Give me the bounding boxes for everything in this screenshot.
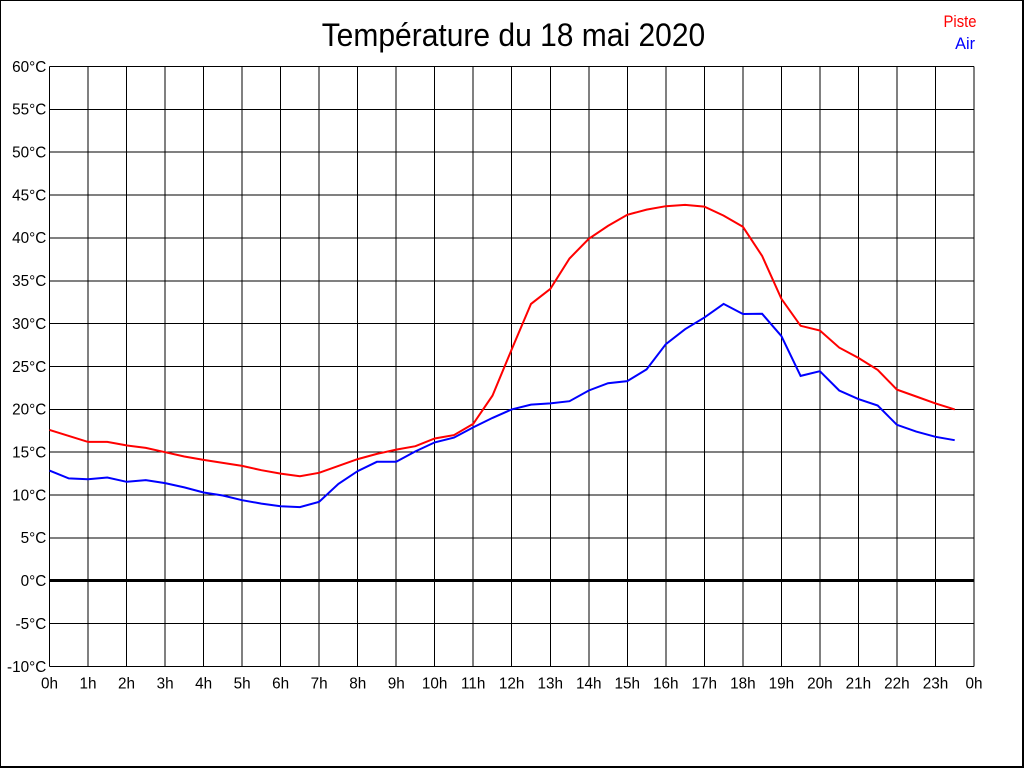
svg-text:15h: 15h <box>615 676 641 693</box>
svg-text:-5°C: -5°C <box>16 616 47 633</box>
svg-text:23h: 23h <box>923 676 949 693</box>
svg-text:0h: 0h <box>965 676 982 693</box>
svg-text:6h: 6h <box>272 676 289 693</box>
svg-text:40°C: 40°C <box>12 230 46 247</box>
svg-text:35°C: 35°C <box>12 273 46 290</box>
svg-text:21h: 21h <box>846 676 872 693</box>
svg-text:20h: 20h <box>807 676 833 693</box>
svg-text:-10°C: -10°C <box>7 659 46 676</box>
svg-text:30°C: 30°C <box>12 316 46 333</box>
svg-text:20°C: 20°C <box>12 402 46 419</box>
svg-text:16h: 16h <box>653 676 679 693</box>
svg-text:25°C: 25°C <box>12 359 46 376</box>
svg-text:10h: 10h <box>422 676 448 693</box>
svg-text:22h: 22h <box>884 676 910 693</box>
svg-text:Température du 18 mai 2020: Température du 18 mai 2020 <box>322 17 706 53</box>
svg-text:15°C: 15°C <box>12 445 46 462</box>
svg-text:Piste: Piste <box>944 13 977 31</box>
svg-text:17h: 17h <box>692 676 718 693</box>
svg-text:13h: 13h <box>538 676 564 693</box>
svg-text:7h: 7h <box>311 676 328 693</box>
svg-text:0°C: 0°C <box>21 573 47 590</box>
svg-text:50°C: 50°C <box>12 145 46 162</box>
svg-text:45°C: 45°C <box>12 187 46 204</box>
svg-text:5h: 5h <box>234 676 251 693</box>
svg-text:1h: 1h <box>79 676 96 693</box>
svg-text:8h: 8h <box>349 676 366 693</box>
svg-text:9h: 9h <box>388 676 405 693</box>
svg-text:3h: 3h <box>157 676 174 693</box>
svg-text:4h: 4h <box>195 676 212 693</box>
svg-text:12h: 12h <box>499 676 525 693</box>
svg-text:5°C: 5°C <box>21 530 47 547</box>
svg-text:14h: 14h <box>576 676 602 693</box>
svg-text:2h: 2h <box>118 676 135 693</box>
svg-text:19h: 19h <box>769 676 795 693</box>
svg-text:10°C: 10°C <box>12 487 46 504</box>
svg-text:60°C: 60°C <box>12 59 46 76</box>
svg-text:Air: Air <box>955 35 975 53</box>
svg-text:0h: 0h <box>41 676 58 693</box>
svg-text:18h: 18h <box>730 676 756 693</box>
svg-text:11h: 11h <box>461 676 485 693</box>
svg-text:55°C: 55°C <box>12 102 46 119</box>
